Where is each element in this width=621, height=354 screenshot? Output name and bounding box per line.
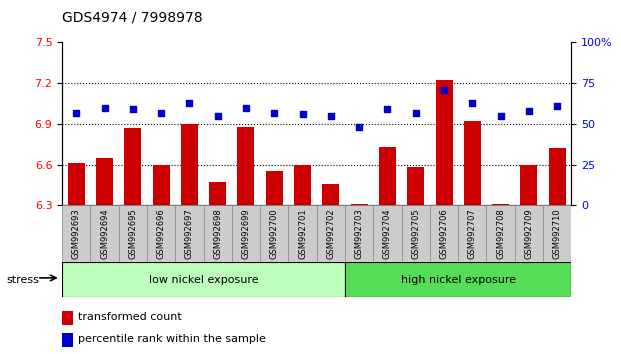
FancyBboxPatch shape <box>515 205 543 262</box>
Text: GSM992704: GSM992704 <box>383 208 392 259</box>
Text: GSM992693: GSM992693 <box>72 208 81 259</box>
FancyBboxPatch shape <box>543 205 571 262</box>
Text: GSM992699: GSM992699 <box>242 208 250 259</box>
Text: percentile rank within the sample: percentile rank within the sample <box>78 334 266 344</box>
Text: GSM992706: GSM992706 <box>440 208 448 259</box>
Bar <box>153 165 170 205</box>
Text: GSM992698: GSM992698 <box>213 208 222 259</box>
Text: GSM992709: GSM992709 <box>524 208 533 259</box>
Bar <box>68 163 84 205</box>
Bar <box>237 127 255 205</box>
Point <box>383 107 392 112</box>
Bar <box>379 147 396 205</box>
Text: GSM992700: GSM992700 <box>270 208 279 259</box>
Bar <box>435 80 453 205</box>
Text: GSM992707: GSM992707 <box>468 208 477 259</box>
Text: low nickel exposure: low nickel exposure <box>149 275 258 285</box>
FancyBboxPatch shape <box>486 205 515 262</box>
Bar <box>266 171 283 205</box>
Bar <box>124 128 142 205</box>
Bar <box>62 312 73 325</box>
FancyBboxPatch shape <box>119 205 147 262</box>
Bar <box>96 158 113 205</box>
FancyBboxPatch shape <box>260 205 288 262</box>
FancyBboxPatch shape <box>317 205 345 262</box>
Text: GSM992701: GSM992701 <box>298 208 307 259</box>
Point <box>439 87 449 92</box>
Bar <box>322 184 339 205</box>
Bar <box>464 121 481 205</box>
Bar <box>62 333 73 347</box>
Point <box>71 110 81 115</box>
Bar <box>294 165 311 205</box>
Point <box>468 100 478 105</box>
Text: GSM992705: GSM992705 <box>411 208 420 259</box>
Text: transformed count: transformed count <box>78 312 182 322</box>
Bar <box>492 204 509 205</box>
FancyBboxPatch shape <box>345 262 571 297</box>
Text: GSM992710: GSM992710 <box>553 208 561 259</box>
Point <box>128 107 138 112</box>
Point <box>156 110 166 115</box>
FancyBboxPatch shape <box>288 205 317 262</box>
FancyBboxPatch shape <box>402 205 430 262</box>
Point <box>241 105 251 110</box>
FancyBboxPatch shape <box>62 262 345 297</box>
Text: GSM992708: GSM992708 <box>496 208 505 259</box>
Point <box>270 110 279 115</box>
Text: GSM992694: GSM992694 <box>100 208 109 259</box>
Text: GSM992696: GSM992696 <box>156 208 166 259</box>
FancyBboxPatch shape <box>204 205 232 262</box>
Text: GSM992695: GSM992695 <box>129 208 137 259</box>
Point <box>297 111 307 117</box>
Point <box>354 124 364 130</box>
Point <box>326 113 336 119</box>
FancyBboxPatch shape <box>458 205 486 262</box>
Text: GSM992703: GSM992703 <box>355 208 364 259</box>
FancyBboxPatch shape <box>147 205 175 262</box>
Bar <box>209 182 226 205</box>
Bar <box>351 204 368 205</box>
Point <box>99 105 109 110</box>
FancyBboxPatch shape <box>232 205 260 262</box>
Point <box>410 110 420 115</box>
FancyBboxPatch shape <box>430 205 458 262</box>
FancyBboxPatch shape <box>345 205 373 262</box>
FancyBboxPatch shape <box>373 205 402 262</box>
Bar <box>549 148 566 205</box>
Text: GDS4974 / 7998978: GDS4974 / 7998978 <box>62 11 202 25</box>
Point <box>496 113 505 119</box>
FancyBboxPatch shape <box>175 205 204 262</box>
Bar <box>407 167 424 205</box>
Bar <box>181 124 198 205</box>
Text: GSM992697: GSM992697 <box>185 208 194 259</box>
Text: stress: stress <box>6 275 39 285</box>
FancyBboxPatch shape <box>62 205 91 262</box>
Bar <box>520 165 537 205</box>
Point <box>524 108 534 114</box>
Point <box>213 113 223 119</box>
FancyBboxPatch shape <box>91 205 119 262</box>
Point <box>552 103 562 109</box>
Text: high nickel exposure: high nickel exposure <box>401 275 515 285</box>
Text: GSM992702: GSM992702 <box>327 208 335 259</box>
Point <box>184 100 194 105</box>
